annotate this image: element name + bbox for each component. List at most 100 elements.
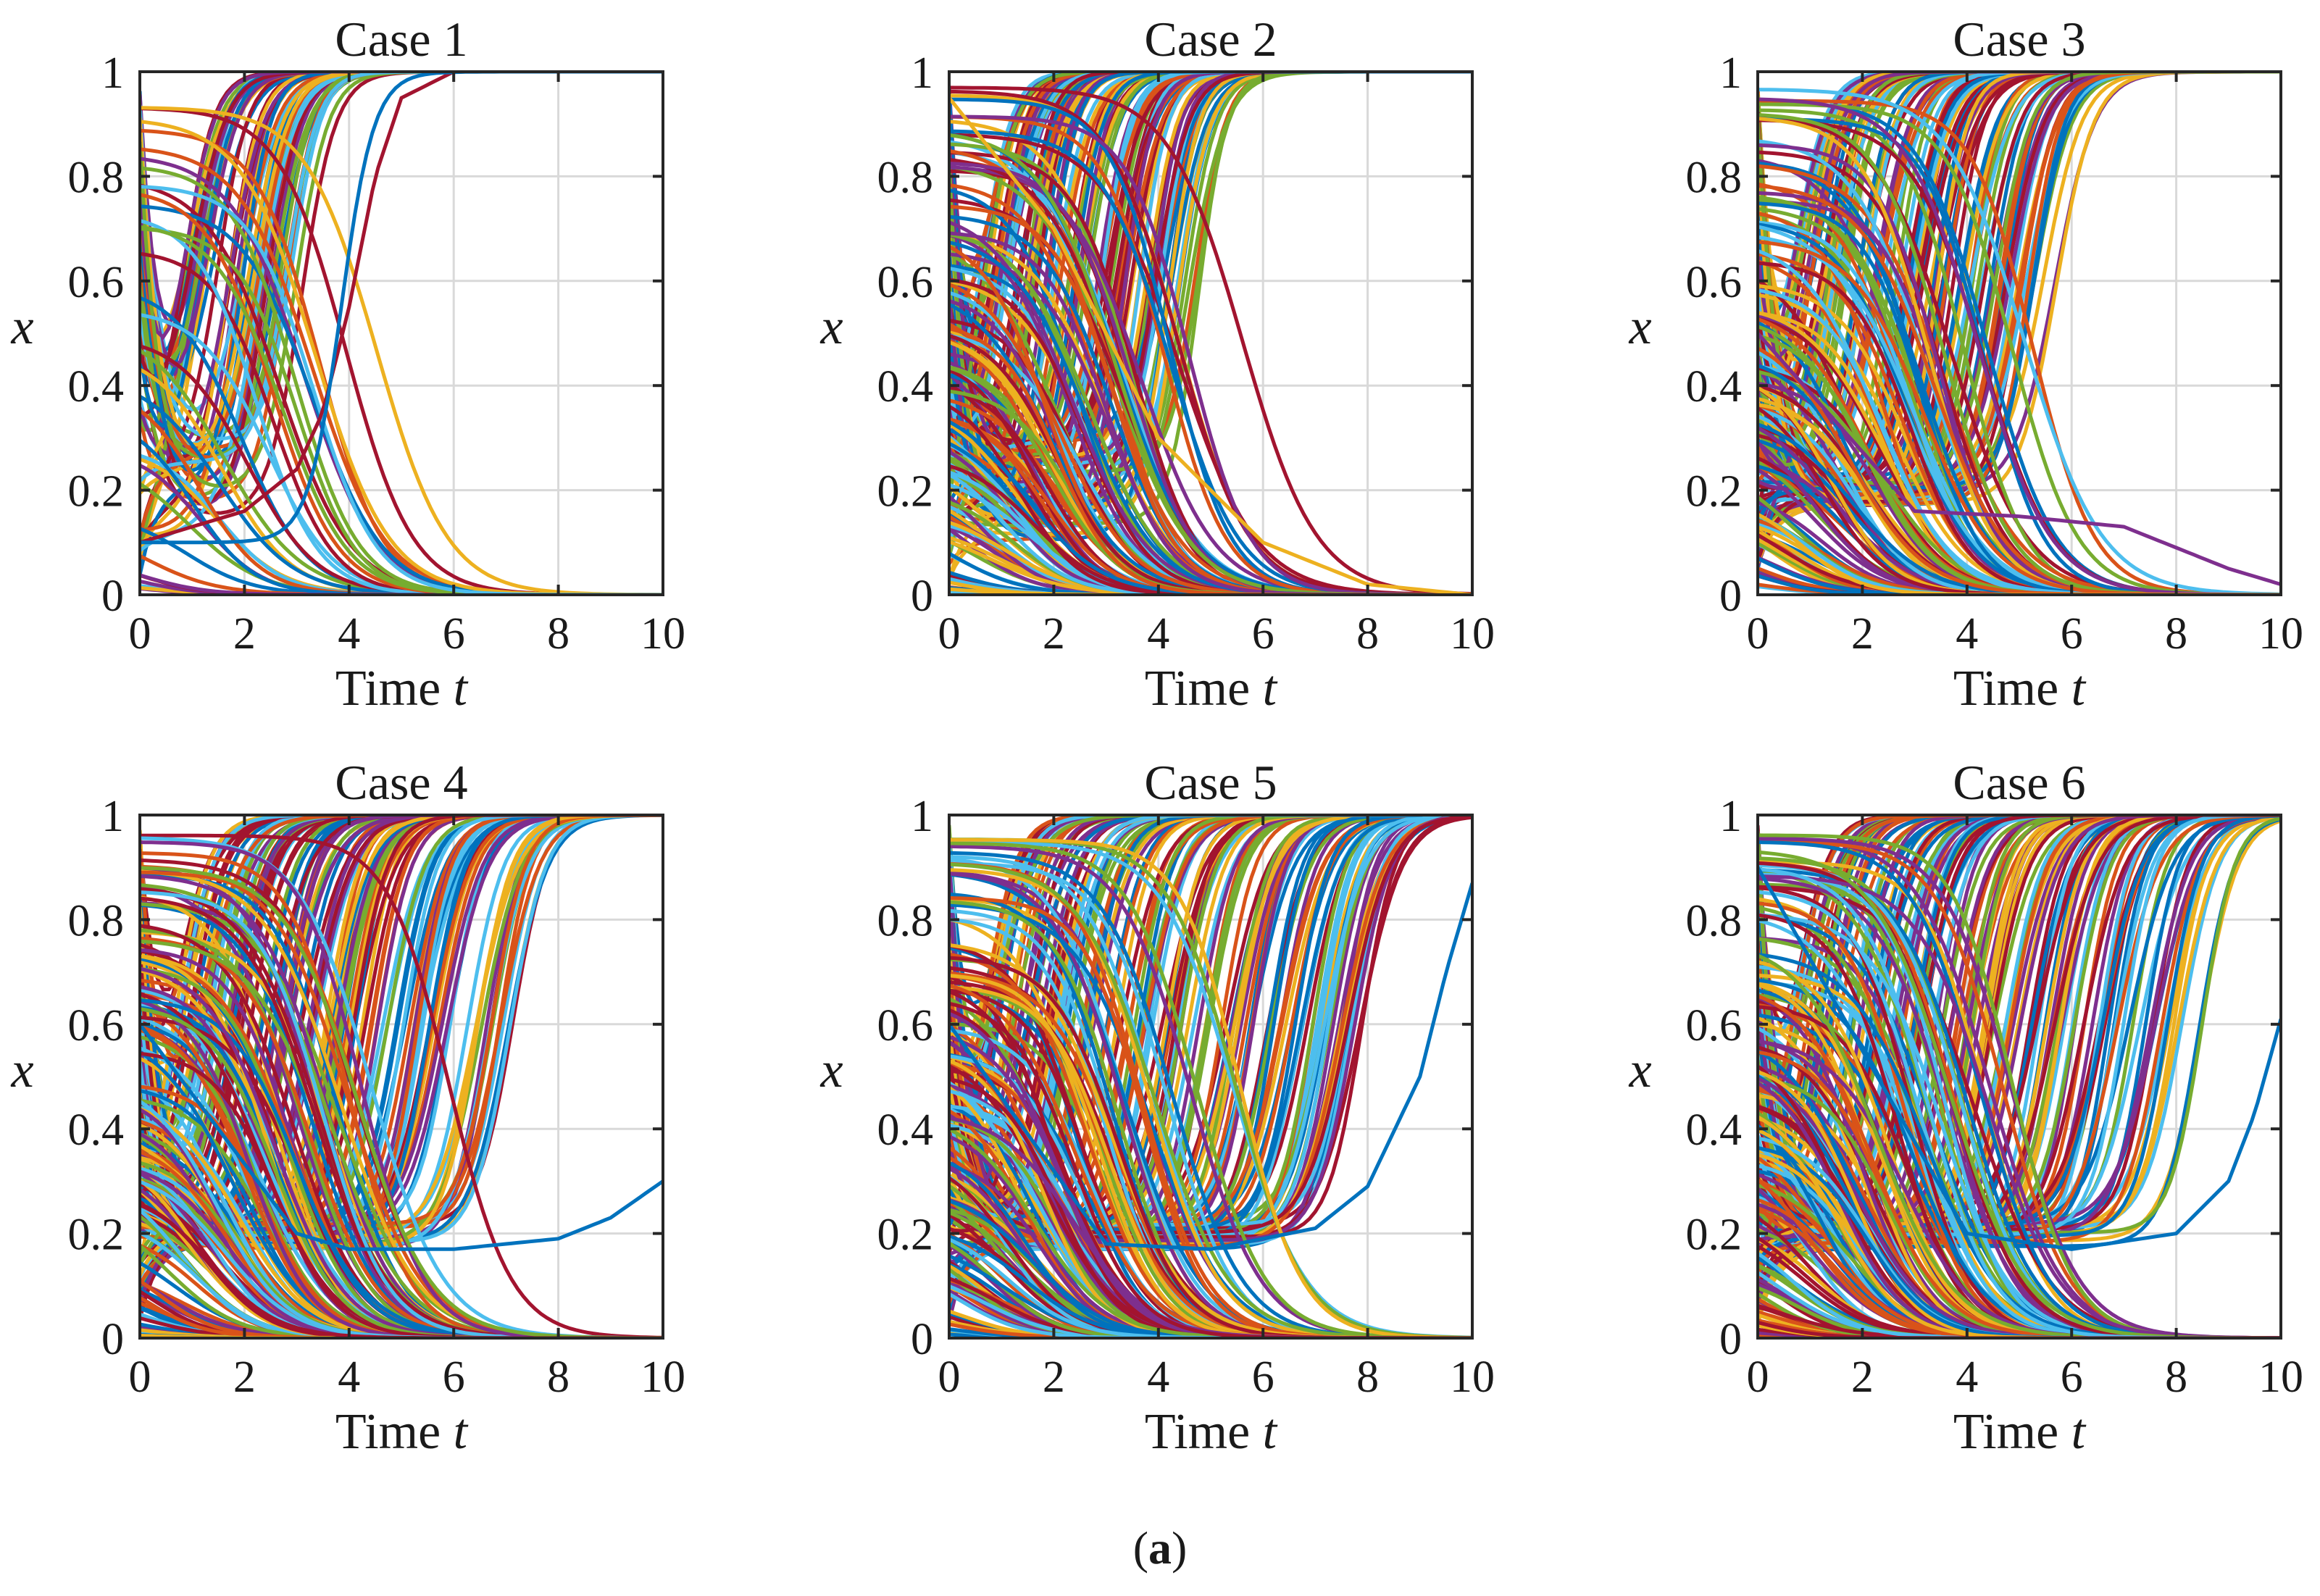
x-tick-label: 8 — [2165, 609, 2187, 659]
y-tick-label: 0.8 — [1686, 896, 1743, 945]
y-tick-label: 1 — [1719, 49, 1742, 98]
trajectory-line — [1758, 72, 2281, 430]
x-tick-label: 4 — [1956, 1353, 1978, 1402]
x-tick-label: 10 — [640, 609, 685, 659]
caption-label: a — [1148, 1522, 1172, 1574]
trajectory-line — [949, 72, 1472, 354]
y-tick-label: 0.8 — [68, 896, 125, 945]
y-tick-label: 0.4 — [68, 1106, 125, 1155]
notable-trajectory-line — [1758, 866, 2281, 1251]
trajectory-line — [140, 815, 663, 1192]
caption-open: ( — [1132, 1522, 1148, 1574]
trajectory-line — [949, 815, 1472, 1161]
y-tick-label: 0 — [1719, 1315, 1742, 1364]
x-tick-label: 10 — [1450, 1353, 1495, 1402]
x-tick-label: 2 — [233, 1353, 256, 1402]
subplot-title: Case 2 — [1144, 12, 1277, 67]
trajectory-line — [1758, 72, 2281, 372]
trajectory-line — [1758, 815, 2281, 1025]
subplot-title: Case 6 — [1953, 755, 2085, 810]
y-tick-label: 0.2 — [68, 467, 125, 517]
axes-box — [948, 70, 1474, 596]
y-tick-label: 0.6 — [1686, 258, 1743, 307]
trajectory-line — [1758, 1292, 2281, 1338]
x-tick-label: 6 — [1252, 609, 1274, 659]
y-tick-label: 0.4 — [877, 1106, 934, 1155]
trajectory-line — [140, 72, 663, 433]
trajectory-line — [140, 72, 663, 327]
notable-trajectory-line — [949, 882, 1472, 1251]
x-tick-label: 6 — [1252, 1353, 1274, 1402]
x-tick-label: 0 — [129, 1353, 151, 1402]
x-tick-label: 6 — [2061, 1353, 2083, 1402]
trajectory-line — [140, 454, 663, 595]
x-tick-label: 4 — [1147, 1353, 1169, 1402]
trajectory-line — [1758, 815, 2281, 1281]
x-tick-label: 6 — [2061, 609, 2083, 659]
y-axis-label: x — [819, 299, 843, 355]
series-group — [1758, 72, 2281, 595]
y-axis-label: x — [10, 299, 33, 355]
y-tick-label: 1 — [911, 792, 933, 841]
y-tick-label: 0.4 — [68, 362, 125, 411]
trajectory-line — [1758, 346, 2281, 595]
series-group — [949, 815, 1472, 1338]
trajectory-line — [949, 1322, 1472, 1338]
x-tick-label: 2 — [1043, 609, 1065, 659]
trajectory-line — [140, 72, 663, 456]
trajectory-line — [949, 327, 1472, 595]
x-axis-label: Time t — [1145, 661, 1278, 716]
y-tick-label: 0.8 — [1686, 153, 1743, 202]
x-tick-label: 4 — [1147, 609, 1169, 659]
trajectory-line — [140, 1295, 663, 1338]
y-axis-label: x — [819, 1043, 843, 1098]
trajectory-line — [140, 815, 663, 1105]
y-tick-label: 0.4 — [877, 362, 934, 411]
trajectory-line — [1758, 815, 2281, 1094]
series-group — [1758, 815, 2281, 1338]
trajectory-line — [1758, 72, 2281, 396]
trajectory-line — [949, 1292, 1472, 1338]
subplot-1: 0 2 4 6 8 10 0 0.2 0.4 0.6 0.8 1 Case 1 Time t x — [10, 12, 685, 716]
trajectory-line — [140, 573, 663, 595]
trajectory-line — [949, 72, 1472, 469]
x-tick-label: 4 — [1956, 609, 1978, 659]
x-tick-label: 8 — [547, 609, 569, 659]
x-tick-label: 2 — [1851, 1353, 1874, 1402]
trajectory-line — [949, 815, 1472, 1221]
trajectory-line — [140, 72, 663, 341]
subplot-4: 0 2 4 6 8 10 0 0.2 0.4 0.6 0.8 1 Case 4 Time t x — [10, 755, 685, 1460]
trajectory-line — [140, 72, 663, 470]
trajectory-line — [1758, 72, 2281, 467]
y-axis-label: x — [1628, 299, 1651, 355]
subplot-2: 0 2 4 6 8 10 0 0.2 0.4 0.6 0.8 1 Case 2 Time t x — [819, 12, 1495, 716]
x-tick-label: 10 — [2258, 1353, 2303, 1402]
trajectory-line — [949, 815, 1472, 1200]
x-tick-label: 0 — [938, 609, 961, 659]
trajectory-line — [949, 72, 1472, 426]
y-tick-label: 0 — [101, 572, 124, 621]
y-tick-label: 0.2 — [68, 1211, 125, 1260]
y-tick-label: 0.2 — [877, 467, 934, 517]
x-axis-label: Time t — [335, 661, 469, 716]
trajectory-line — [949, 815, 1472, 1195]
y-tick-label: 1 — [911, 49, 933, 98]
y-tick-label: 0.6 — [1686, 1001, 1743, 1050]
trajectory-line — [140, 1051, 663, 1338]
trajectory-line — [949, 1001, 1472, 1338]
y-tick-label: 0.4 — [1686, 1106, 1743, 1155]
x-tick-label: 0 — [129, 609, 151, 659]
x-tick-label: 6 — [443, 1353, 465, 1402]
x-tick-label: 0 — [938, 1353, 961, 1402]
trajectory-line — [1758, 72, 2281, 357]
y-tick-label: 0.2 — [1686, 1211, 1743, 1260]
y-tick-label: 0.8 — [877, 896, 934, 945]
trajectory-line — [1758, 1320, 2281, 1338]
y-axis-label: x — [1628, 1043, 1651, 1098]
trajectory-line — [949, 72, 1472, 402]
axes-box — [138, 70, 664, 596]
trajectory-line — [140, 72, 663, 378]
trajectory-line — [1758, 72, 2281, 309]
x-tick-label: 10 — [640, 1353, 685, 1402]
y-tick-label: 1 — [101, 792, 124, 841]
